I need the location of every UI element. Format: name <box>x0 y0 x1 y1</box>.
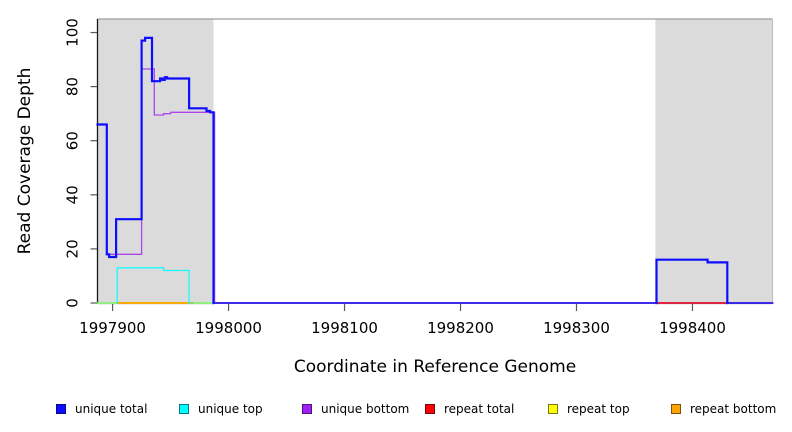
legend-item-unique-bottom: unique bottom <box>296 402 419 416</box>
legend-swatch-repeat-bottom <box>671 404 681 414</box>
y-axis-title: Read Coverage Depth <box>15 67 35 255</box>
legend-label-unique-bottom: unique bottom <box>321 402 410 416</box>
x-tick-label: 1998400 <box>659 319 726 337</box>
legend-swatch-repeat-total <box>425 404 435 414</box>
y-tick-label: 20 <box>64 239 82 258</box>
masked-region <box>655 19 773 305</box>
series-unique-total <box>96 36 729 305</box>
legend-item-repeat-bottom: repeat bottom <box>665 402 788 416</box>
x-axis-title: Coordinate in Reference Genome <box>293 357 577 377</box>
legend-item-repeat-top: repeat top <box>542 402 665 416</box>
legend-swatch-unique-bottom <box>302 404 312 414</box>
legend-swatch-repeat-top <box>548 404 558 414</box>
legend: unique total unique top unique bottom re… <box>50 399 788 419</box>
masked-region <box>97 19 214 305</box>
legend-swatch-unique-total <box>56 404 66 414</box>
x-tick-label: 1998100 <box>311 319 378 337</box>
x-tick-label: 1998300 <box>543 319 610 337</box>
legend-label-repeat-top: repeat top <box>567 402 630 416</box>
legend-label-unique-total: unique total <box>75 402 148 416</box>
legend-swatch-unique-top <box>179 404 189 414</box>
x-tick-label: 1998200 <box>427 319 494 337</box>
y-tick-label: 60 <box>64 131 82 150</box>
legend-item-unique-top: unique top <box>173 402 296 416</box>
x-tick-label: 1998000 <box>195 319 262 337</box>
legend-label-repeat-total: repeat total <box>444 402 515 416</box>
legend-item-repeat-total: repeat total <box>419 402 542 416</box>
series-unique-top <box>116 267 190 304</box>
y-tick-label: 0 <box>64 298 82 308</box>
y-tick-label: 100 <box>64 18 82 47</box>
y-tick-label: 80 <box>64 77 82 96</box>
x-tick-label: 1997900 <box>79 319 146 337</box>
legend-label-repeat-bottom: repeat bottom <box>690 402 777 416</box>
legend-item-unique-total: unique total <box>50 402 173 416</box>
legend-label-unique-top: unique top <box>198 402 263 416</box>
y-tick-label: 40 <box>64 185 82 204</box>
